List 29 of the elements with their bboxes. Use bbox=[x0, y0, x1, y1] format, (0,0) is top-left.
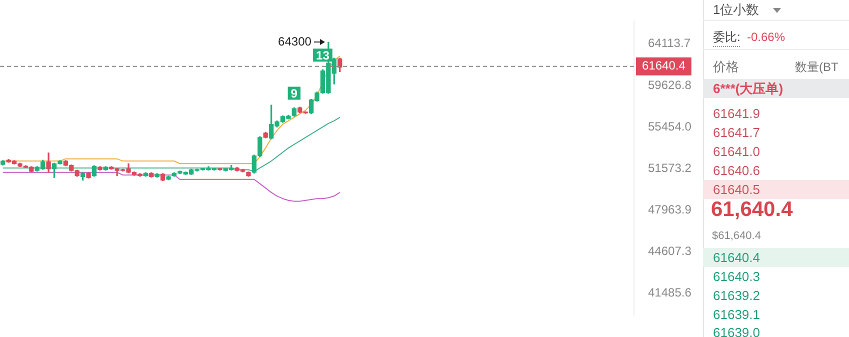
annotation: 64300 bbox=[278, 34, 312, 49]
y-tick-label: 51573.2 bbox=[648, 160, 692, 175]
text: 6***(大压单) bbox=[713, 80, 784, 98]
text: 61639.1 bbox=[713, 306, 760, 324]
text: $61,640.4 bbox=[712, 229, 761, 244]
text: 1位小数 bbox=[713, 1, 760, 19]
text: 61,640.4 bbox=[711, 198, 793, 221]
ref-line-label: 61640.4 bbox=[642, 58, 686, 73]
text: 61641.0 bbox=[713, 143, 760, 161]
text: -0.66% bbox=[747, 29, 786, 46]
text: 61640.4 bbox=[713, 249, 760, 267]
text: 61640.3 bbox=[713, 268, 760, 286]
text: 61639.2 bbox=[713, 287, 760, 305]
text: 61640.6 bbox=[713, 162, 760, 180]
annotation: 13 bbox=[316, 48, 330, 62]
y-tick-label: 59626.8 bbox=[648, 78, 692, 92]
y-tick-label: 47963.9 bbox=[648, 202, 692, 216]
y-tick-label: 41485.6 bbox=[648, 285, 692, 300]
annotation: 9 bbox=[290, 86, 298, 101]
text: 61641.7 bbox=[713, 124, 760, 142]
y-tick-label: 44607.3 bbox=[648, 244, 692, 258]
text: 委比: bbox=[713, 28, 740, 47]
y-tick-label: 64113.7 bbox=[648, 36, 691, 50]
text: 61640.5 bbox=[713, 181, 760, 199]
text: 价格 bbox=[713, 58, 739, 76]
text: 61639.0 bbox=[713, 324, 760, 337]
y-tick-label: 55454.0 bbox=[648, 119, 692, 134]
text: 数量(BT bbox=[795, 59, 838, 76]
text: 61641.9 bbox=[713, 105, 760, 123]
